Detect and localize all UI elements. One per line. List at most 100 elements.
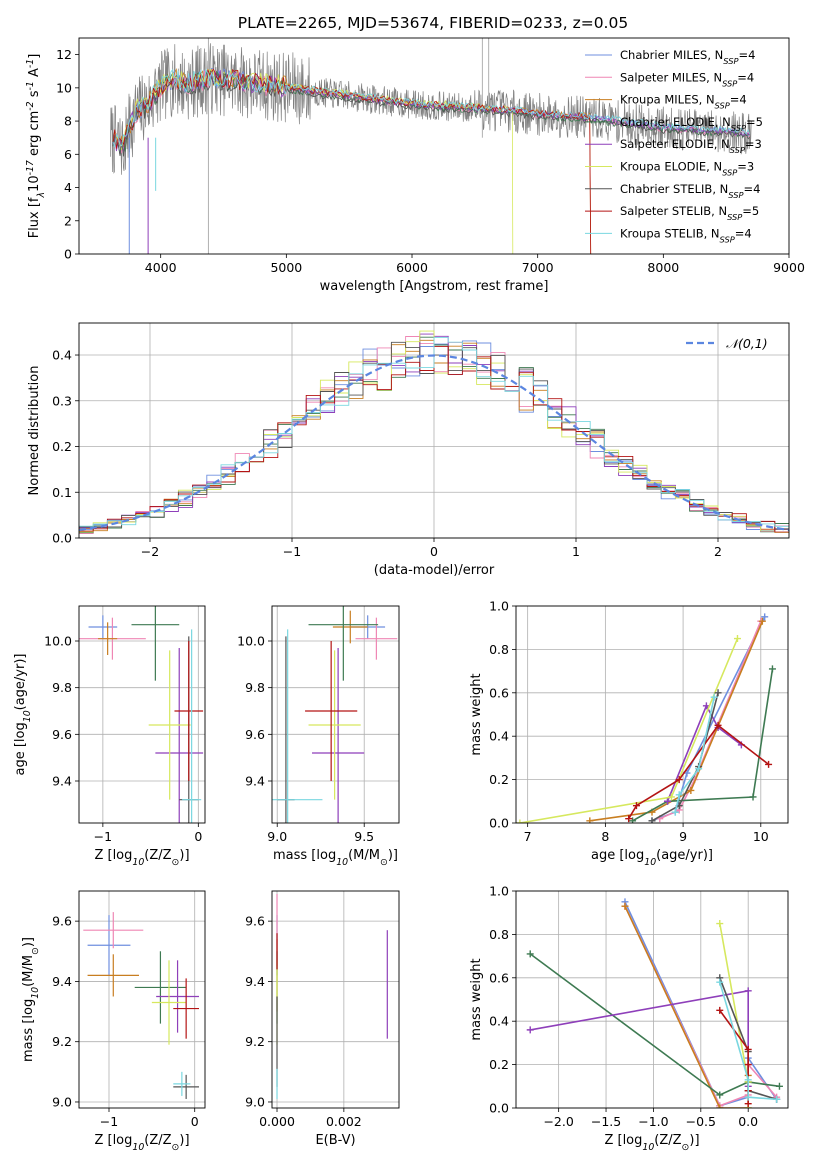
mass-weight-line-3 xyxy=(632,668,774,822)
y-tick-label: 0.2 xyxy=(489,1057,509,1072)
y-axis-label: mass weight xyxy=(469,958,484,1040)
y-axis-label: age [log10(age/yr)] xyxy=(13,654,33,776)
mass-weight-marker xyxy=(765,760,773,768)
mass-weight-marker xyxy=(664,797,672,805)
y-tick-label: 4 xyxy=(64,180,72,195)
mass-weight-marker xyxy=(621,902,629,910)
mass-weight-line-2 xyxy=(589,620,764,822)
axes-frame xyxy=(271,890,400,1109)
x-tick-label: 4000 xyxy=(145,260,177,275)
mass-weight-marker xyxy=(716,920,724,928)
model-spectrum-7 xyxy=(112,68,592,254)
mass-weight-marker xyxy=(733,635,741,643)
y-tick-label: 2 xyxy=(64,213,72,228)
y-axis-label: mass [log10(M/M⊙)] xyxy=(21,937,41,1062)
mass-weight-marker xyxy=(671,808,679,816)
age_vs_Z-panel: −1 0 9.4 9.6 9.8 10.0 Z [log10(Z/Z⊙)] age [log1… xyxy=(13,605,206,868)
axes-frame xyxy=(515,890,789,1109)
mass-weight-marker xyxy=(667,793,675,801)
legend-label: Chabrier MILES, NSSP=4 xyxy=(620,48,755,66)
y-tick-label: 9.4 xyxy=(245,774,265,789)
y-tick-label: 9.0 xyxy=(52,1094,72,1109)
y-axis-label: Normed distribution xyxy=(27,366,42,496)
histogram-8 xyxy=(79,337,789,527)
y-tick-label: 9.4 xyxy=(245,974,265,989)
legend-label: Kroupa ELODIE, NSSP=3 xyxy=(620,160,754,178)
model-spectrum-6 xyxy=(112,72,751,157)
y-tick-label: 9.2 xyxy=(52,1034,72,1049)
legend-label: Salpeter STELIB, NSSP=5 xyxy=(620,204,759,222)
y-tick-label: 0.2 xyxy=(52,439,72,454)
x-tick-label: 0 xyxy=(430,544,438,559)
y-tick-label: 0.0 xyxy=(489,1101,509,1116)
age_vs_mass-panel: 9.0 9.5 9.4 9.6 9.8 10.0 mass [log10(M/M⊙)] xyxy=(237,605,400,868)
y-tick-label: 9.0 xyxy=(245,1094,265,1109)
y-tick-label: 9.8 xyxy=(245,680,265,695)
x-tick-label: 6000 xyxy=(396,260,428,275)
y-tick-label: 0.1 xyxy=(52,485,72,500)
x-tick-label: 8000 xyxy=(647,260,679,275)
plot-area xyxy=(526,898,783,1108)
y-axis-label: Flux [fλ10-17 erg cm-2 s-1 A-1] xyxy=(25,54,47,239)
y-tick-label: 9.4 xyxy=(52,774,72,789)
x-axis-label: mass [log10(M/M⊙)] xyxy=(273,848,398,868)
plot-area xyxy=(276,894,388,1099)
ticks: 7 8 9 10 0.0 0.2 0.4 0.6 0.8 1.0 xyxy=(489,599,769,845)
mass-weight-marker xyxy=(710,693,718,701)
mass_vs_Z-panel: −1 0 9.0 9.2 9.4 9.6 Z [log10(Z/Z⊙)] mass [log1… xyxy=(21,890,206,1153)
mass-weight-marker xyxy=(632,802,640,810)
mass-weight-marker xyxy=(744,1100,752,1108)
y-tick-label: 0.8 xyxy=(489,642,509,657)
y-tick-label: 9.6 xyxy=(52,727,72,742)
normal-reference-curve xyxy=(79,354,789,532)
y-tick-label: 0.0 xyxy=(489,816,509,831)
legend-label: Kroupa STELIB, NSSP=4 xyxy=(620,226,752,244)
y-tick-label: 1.0 xyxy=(489,884,509,899)
mass-weight-line-8 xyxy=(719,981,777,1101)
y-tick-label: 1.0 xyxy=(489,599,509,614)
y-tick-label: 0.6 xyxy=(489,685,509,700)
plot-area xyxy=(83,912,199,1099)
y-tick-label: 0.0 xyxy=(52,531,72,546)
y-tick-label: 12 xyxy=(56,47,72,62)
mass-weight-line-0 xyxy=(651,616,766,822)
mass-weight-line-5 xyxy=(519,638,739,823)
plot-area xyxy=(272,606,398,823)
x-tick-label: 9.5 xyxy=(354,829,374,844)
x-tick-label: −1 xyxy=(283,544,301,559)
y-tick-label: 9.8 xyxy=(52,680,72,695)
mass-weight-marker xyxy=(714,689,722,697)
y-tick-label: 9.4 xyxy=(52,974,72,989)
grid xyxy=(272,891,399,1108)
axes-frame xyxy=(515,605,789,824)
plot-area xyxy=(516,613,776,823)
y-tick-label: 0.3 xyxy=(52,393,72,408)
x-tick-label: 9000 xyxy=(773,260,805,275)
legend: Chabrier MILES, NSSP=4 Salpeter MILES, NS… xyxy=(585,48,763,244)
y-tick-label: 0.4 xyxy=(489,729,509,744)
grid xyxy=(516,605,788,824)
x-tick-label: 9.0 xyxy=(267,829,287,844)
axes-frame xyxy=(78,605,206,824)
mass-weight-marker xyxy=(744,1076,752,1084)
mass-weight-marker xyxy=(648,817,656,823)
y-tick-label: 0 xyxy=(64,247,72,262)
mass-weight-marker xyxy=(716,1091,724,1099)
y-tick-label: 0.2 xyxy=(489,772,509,787)
x-tick-label: 5000 xyxy=(270,260,302,275)
ticks: 0.000 0.002 9.0 9.2 9.4 9.6 xyxy=(245,914,362,1129)
mass-weight-marker xyxy=(716,1104,724,1108)
ticks: 9.0 9.5 9.4 9.6 9.8 10.0 xyxy=(237,634,374,845)
y-tick-label: 9.2 xyxy=(245,1034,265,1049)
mass-weight-marker xyxy=(629,817,637,823)
x-axis-label: Z [log10(Z/Z⊙)] xyxy=(94,848,189,868)
y-tick-label: 6 xyxy=(64,147,72,162)
y-tick-label: 0.6 xyxy=(489,970,509,985)
spectrum-panel: 4000 5000 6000 7000 8000 9000 0 2 4 6 8 10 12 wavelen… xyxy=(25,37,805,294)
mass-weight-marker xyxy=(768,665,776,673)
mass-weight-line-8 xyxy=(674,696,715,813)
mass-weight-line-2 xyxy=(624,905,749,1108)
mass-weight-marker xyxy=(761,613,769,621)
grid xyxy=(272,606,399,823)
axes-frame xyxy=(78,37,790,255)
